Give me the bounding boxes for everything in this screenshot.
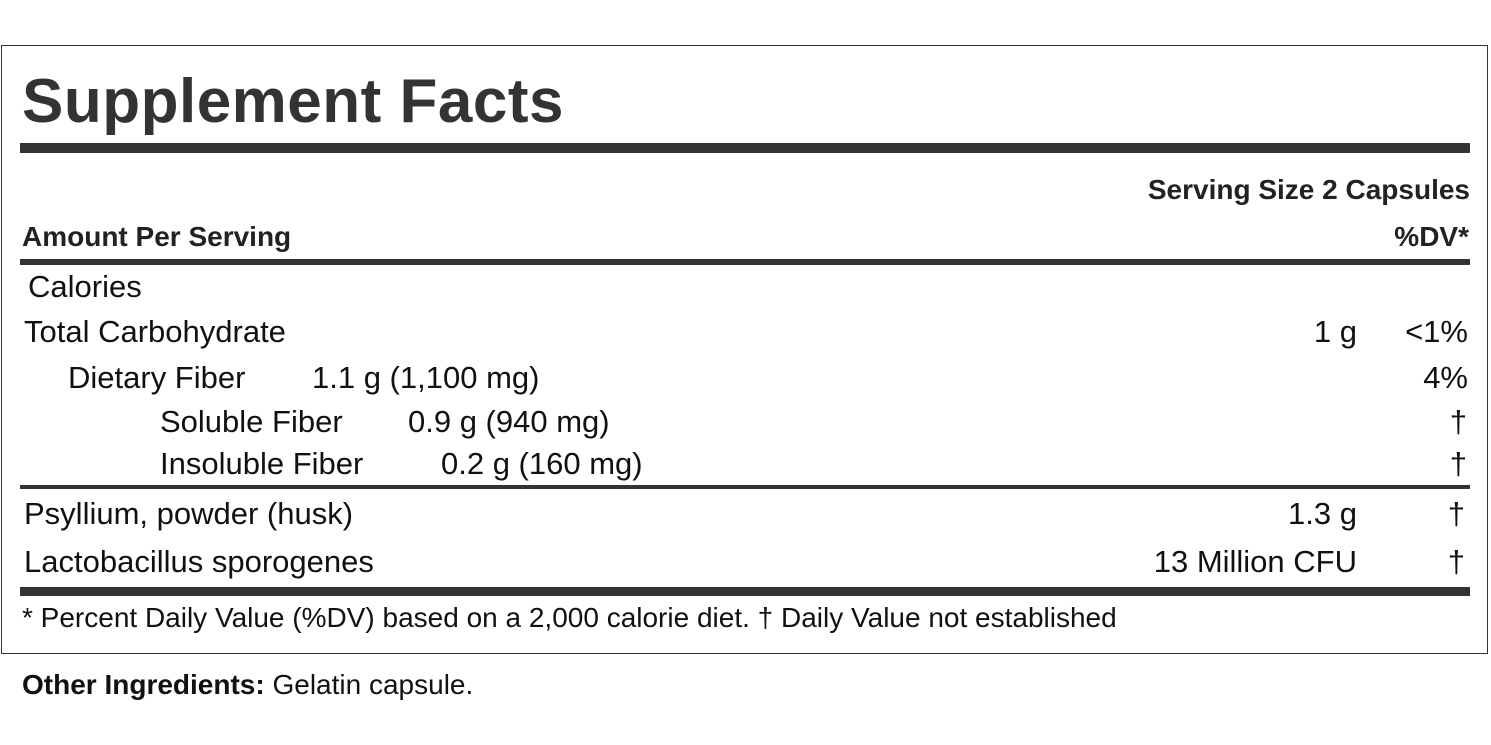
nutrient-dv: † (1449, 404, 1467, 439)
divider-thick (20, 143, 1470, 153)
serving-size: Serving Size 2 Capsules (1147, 174, 1470, 205)
amount-per-serving-header: Amount Per Serving (22, 221, 292, 252)
supplement-facts-panel (1, 45, 1488, 654)
footnote: * Percent Daily Value (%DV) based on a 2… (22, 602, 1117, 633)
nutrient-name: Dietary Fiber (68, 360, 246, 395)
nutrient-dv: 4% (1423, 360, 1468, 395)
ingredient-amount: 1.3 g (1288, 496, 1357, 531)
ingredient-name: Psyllium, powder (husk) (24, 496, 354, 531)
nutrient-name: Calories (28, 269, 142, 304)
panel-title: Supplement Facts (22, 67, 564, 136)
ingredient-amount: 13 Million CFU (1153, 544, 1357, 579)
divider-thick (20, 587, 1470, 596)
nutrient-amount: 1 g (1313, 314, 1357, 349)
nutrient-amount: 1.1 g (1,100 mg) (312, 360, 540, 395)
other-ingredients: Other Ingredients: Gelatin capsule. (22, 669, 473, 701)
nutrient-amount: 0.9 g (940 mg) (408, 404, 610, 439)
nutrient-name: Soluble Fiber (160, 404, 343, 439)
nutrient-name: Insoluble Fiber (160, 446, 364, 481)
divider-medium (20, 259, 1470, 265)
dv-header: %DV* (1394, 221, 1469, 252)
divider-thin (20, 485, 1470, 489)
nutrient-dv: <1% (1405, 314, 1468, 349)
nutrient-amount: 0.2 g (160 mg) (441, 446, 643, 481)
nutrient-dv: † (1449, 446, 1467, 481)
ingredient-name: Lactobacillus sporogenes (24, 544, 374, 579)
other-ingredients-label: Other Ingredients: (22, 669, 265, 700)
ingredient-dv: † (1447, 544, 1465, 579)
ingredient-dv: † (1447, 496, 1465, 531)
nutrient-name: Total Carbohydrate (24, 314, 286, 349)
other-ingredients-value: Gelatin capsule. (272, 669, 474, 700)
